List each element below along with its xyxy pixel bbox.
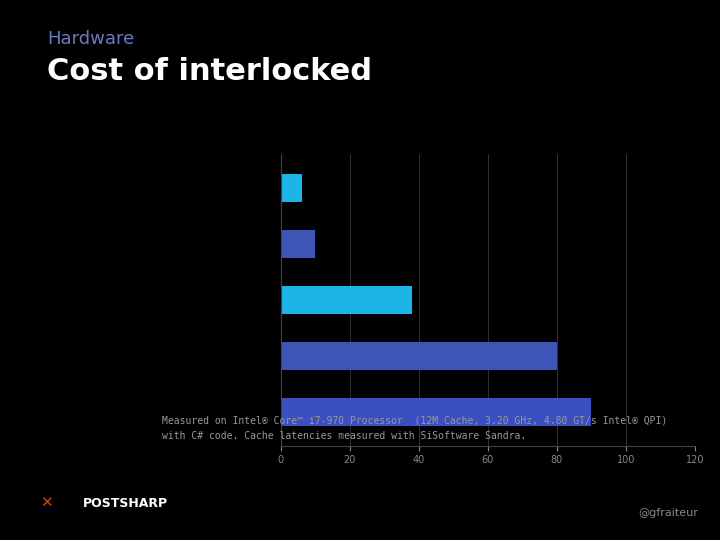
- Bar: [281, 173, 302, 201]
- Bar: [281, 286, 412, 314]
- Text: ✕: ✕: [40, 495, 53, 510]
- Text: POSTSHARP: POSTSHARP: [83, 497, 168, 510]
- Text: Cost of interlocked: Cost of interlocked: [47, 57, 372, 86]
- Bar: [281, 342, 557, 370]
- Text: Hardware: Hardware: [47, 30, 134, 48]
- Text: Measured on Intel® Core™ i7-970 Processor  (12M Cache, 3.20 GHz, 4.80 GT/s Intel: Measured on Intel® Core™ i7-970 Processo…: [162, 416, 667, 441]
- Bar: [281, 398, 591, 426]
- Bar: [281, 230, 315, 258]
- Text: @gfraiteur: @gfraiteur: [639, 508, 698, 518]
